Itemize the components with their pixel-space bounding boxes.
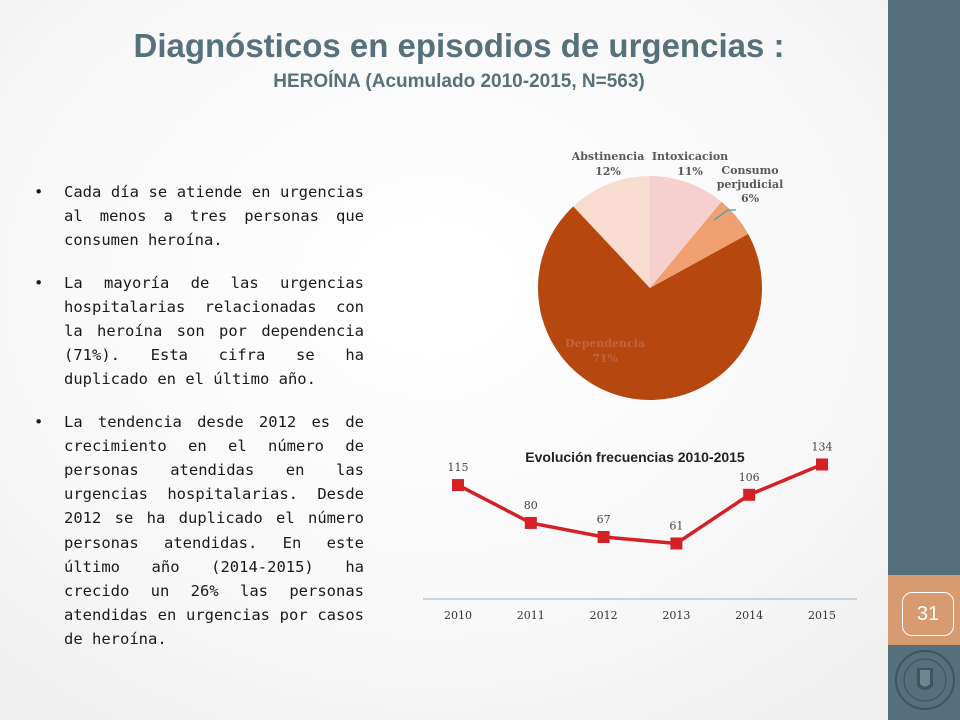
pie-slice-4 [573,176,650,288]
x-tick-label: 2010 [444,609,472,622]
pie-label-1: Intoxicacion 11% [652,150,728,178]
pie-slice-2 [650,201,749,288]
data-point [743,488,756,501]
x-tick-label: 2011 [517,609,545,622]
x-tick-label: 2015 [808,609,836,622]
data-point [524,516,537,529]
bullet-item: • Cada día se atiende en urgencias al men… [34,180,364,253]
institution-seal-icon [895,650,955,710]
data-label: 115 [448,461,469,474]
data-label: 67 [597,513,611,526]
bullet-item: • La mayoría de las urgencias hospitalari… [34,271,364,392]
slide-subtitle: HEROÍNA (Acumulado 2010-2015, N=563) [273,71,645,92]
pie-label-2: Consumo perjudicial 6% [717,164,784,205]
data-label: 80 [524,499,538,512]
data-point [670,537,683,550]
data-point [597,531,610,544]
data-point [816,458,828,471]
line-chart: Evolución frecuencias 2010-2015 2010 2011 2… [423,440,857,622]
data-point [452,479,464,492]
bullet-text: La mayoría de las urgencias hospitalaria… [64,273,364,389]
pie-leader-line [713,209,736,221]
pie-slice-1 [650,176,722,288]
pie-label-4: Abstinencia 12% [571,150,645,178]
bullet-list: • Cada día se atiende en urgencias al men… [34,180,364,670]
line-chart-title: Evolución frecuencias 2010-2015 [525,449,745,465]
bullet-dot-icon: • [34,183,44,201]
bullet-dot-icon: • [34,273,44,292]
x-tick-label: 2013 [662,609,690,622]
bullet-text: Cada día se atiende en urgencias al meno… [64,183,364,250]
bullet-text: La tendencia desde 2012 es de crecimient… [64,412,364,649]
data-label: 61 [669,520,683,533]
data-label: 106 [739,471,760,484]
pie-label-3: Dependencia 71% [565,337,645,365]
series-line [457,462,823,546]
pie-slice-3 [538,206,762,400]
data-label: 134 [812,440,833,453]
page-number: 31 [902,592,954,636]
pie-chart: Intoxicacion 11% Consumo perjudicial 6% Depen… [538,150,784,400]
x-tick-label: 2012 [590,609,618,622]
bullet-item: • La tendencia desde 2012 es de crecimien… [34,410,364,652]
x-tick-label: 2014 [735,609,763,622]
slide-title: Diagnósticos en episodios de urgencias : [133,27,785,64]
bullet-dot-icon: • [34,412,44,431]
